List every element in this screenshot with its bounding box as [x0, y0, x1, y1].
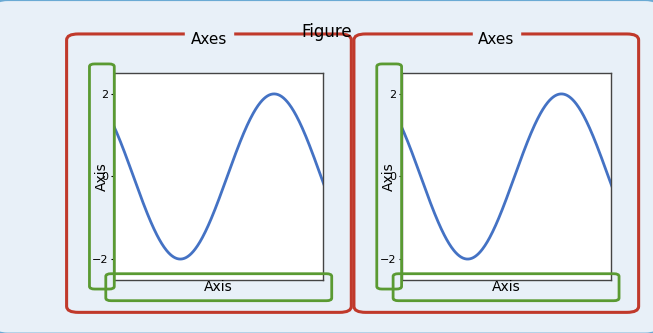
Text: Axes: Axes — [478, 32, 515, 48]
Text: Figure: Figure — [301, 23, 352, 41]
Text: Axis: Axis — [382, 162, 396, 191]
Text: Axis: Axis — [204, 280, 233, 294]
Text: Axis: Axis — [95, 162, 109, 191]
Text: Axis: Axis — [492, 280, 520, 294]
Text: Axes: Axes — [191, 32, 227, 48]
